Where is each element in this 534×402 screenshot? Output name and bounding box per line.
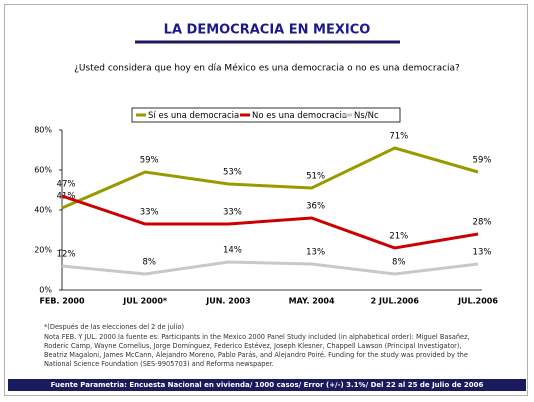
legend-label: No es una democracia — [252, 111, 347, 121]
x-tick-label: JUL 2000* — [122, 297, 168, 306]
legend-label: Sí es una democracia — [148, 111, 239, 121]
data-label: 47% — [57, 180, 76, 190]
series-line — [61, 194, 479, 250]
data-label: 33% — [140, 208, 159, 218]
data-label: 21% — [389, 232, 408, 242]
y-tick-label: 80% — [34, 126, 52, 135]
frame — [4, 4, 528, 396]
data-label: 71% — [389, 132, 408, 142]
data-label: 14% — [223, 246, 242, 256]
x-tick-label: MAY. 2004 — [289, 297, 335, 306]
data-label: 28% — [473, 218, 492, 228]
data-label: 53% — [223, 168, 242, 178]
x-tick-label: JUL.2006 — [457, 297, 498, 306]
data-label: 13% — [306, 248, 325, 258]
data-label: 8% — [392, 258, 406, 268]
source-note: Nota FEB. Y JUL. 2000 la fuente es: Part… — [44, 333, 470, 368]
data-label: 8% — [142, 258, 156, 268]
y-tick-label: 0% — [39, 286, 52, 295]
x-tick-label: FEB. 2000 — [39, 297, 85, 306]
data-label: 36% — [306, 202, 325, 212]
legend-label: Ns/Nc — [354, 111, 379, 121]
footer: Fuente Parametria: Encuesta Nacional en … — [8, 379, 526, 391]
data-label: 13% — [473, 248, 492, 258]
data-label: 12% — [57, 250, 76, 260]
y-tick-label: 40% — [34, 206, 52, 215]
x-tick-label: JUN. 2003 — [205, 297, 250, 306]
legend-box — [131, 107, 401, 123]
y-tick-label: 20% — [34, 246, 52, 255]
series-line — [61, 260, 479, 276]
chart-subtitle: ¿Usted considera que hoy en día México e… — [74, 63, 460, 74]
y-tick-label: 60% — [34, 166, 52, 175]
chart-title: LA DEMOCRACIA EN MEXICO — [164, 23, 371, 38]
footnote: *(Después de las elecciones del 2 de jul… — [44, 323, 185, 331]
data-label: 33% — [223, 208, 242, 218]
data-label: 51% — [306, 172, 325, 182]
x-tick-label: 2 JUL.2006 — [371, 297, 420, 306]
series-line — [61, 146, 479, 210]
data-label: 59% — [473, 156, 492, 166]
data-label: 59% — [140, 156, 159, 166]
